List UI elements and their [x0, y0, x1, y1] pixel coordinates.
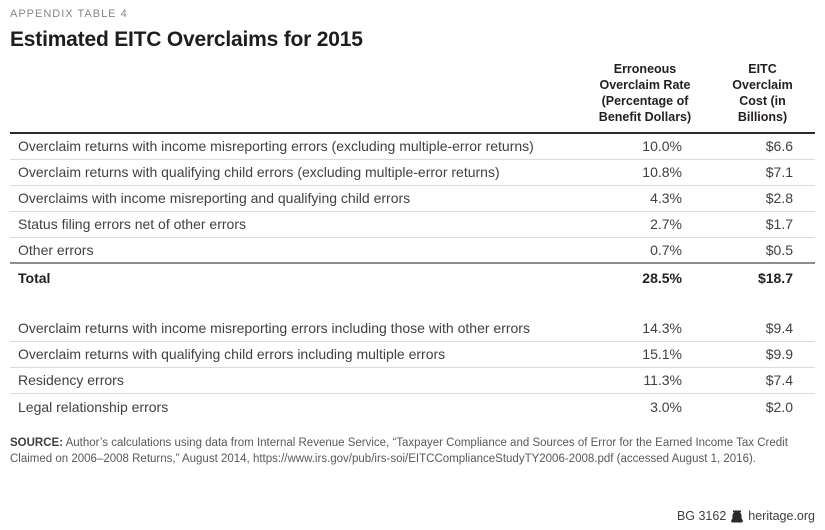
row-label: Legal relationship errors: [18, 398, 169, 415]
doc-id: BG 3162: [676, 509, 727, 523]
row-label: Other errors: [18, 241, 94, 258]
site-credit: heritage.org: [748, 509, 815, 523]
rate-value: 2.7%: [650, 216, 682, 233]
rate-value: 11.3%: [643, 372, 682, 389]
total-label: Total: [18, 270, 51, 287]
table-section-primary: Overclaim returns with income misreporti…: [10, 134, 815, 264]
liberty-bell-icon: [731, 510, 744, 523]
rate-value: 0.7%: [650, 241, 682, 258]
table-section-secondary: Overclaim returns with income misreporti…: [10, 316, 815, 420]
cost-value: $2.8: [765, 190, 793, 207]
table-row: Overclaim returns with qualifying child …: [10, 342, 815, 368]
rate-value: 15.1%: [642, 346, 682, 363]
row-label: Overclaims with income misreporting and …: [18, 190, 411, 207]
cost-value: $6.6: [765, 138, 793, 155]
table-row: Status filing errors net of other errors…: [10, 212, 815, 238]
cost-value: $0.5: [765, 241, 793, 258]
rate-value: 4.3%: [650, 190, 682, 207]
section-divider-gap: [10, 293, 815, 316]
table-row: Overclaim returns with qualifying child …: [10, 160, 815, 186]
cost-value: $9.4: [765, 320, 793, 337]
table-row: Residency errors 11.3% $7.4: [10, 368, 815, 394]
table-row: Overclaim returns with income misreporti…: [10, 134, 815, 160]
row-label: Overclaim returns with income misreporti…: [18, 138, 534, 155]
rate-value: 14.3%: [642, 320, 682, 337]
row-label: Overclaim returns with income misreporti…: [18, 320, 530, 337]
table-row: Other errors 0.7% $0.5: [10, 238, 815, 264]
source-note: SOURCE: Author’s calculations using data…: [10, 436, 812, 468]
rate-value: 3.0%: [650, 398, 682, 415]
page-title: Estimated EITC Overclaims for 2015: [10, 27, 363, 51]
table-eyebrow: APPENDIX TABLE 4: [10, 8, 128, 20]
row-label: Overclaim returns with qualifying child …: [18, 164, 500, 181]
row-label: Overclaim returns with qualifying child …: [18, 346, 446, 363]
row-label: Status filing errors net of other errors: [18, 216, 246, 233]
column-header-cost: EITC Overclaim Cost (in Billions): [732, 61, 793, 124]
rate-value: 10.8%: [642, 164, 682, 181]
table-row: Overclaims with income misreporting and …: [10, 186, 815, 212]
cost-value: $7.1: [765, 164, 793, 181]
rate-value: 10.0%: [642, 138, 682, 155]
table-header-row: Erroneous Overclaim Rate (Percentage of …: [10, 61, 815, 134]
cost-value: $7.4: [765, 372, 793, 389]
row-label: Residency errors: [18, 372, 124, 389]
document-footer: BG 3162 heritage.org: [677, 509, 815, 523]
table-row: Overclaim returns with income misreporti…: [10, 316, 815, 342]
column-header-rate: Erroneous Overclaim Rate (Percentage of …: [598, 61, 692, 124]
total-rate-value: 28.5%: [642, 270, 682, 287]
source-text: Author’s calculations using data from In…: [10, 436, 788, 465]
table-row: Legal relationship errors 3.0% $2.0: [10, 394, 815, 420]
cost-value: $2.0: [765, 398, 793, 415]
total-row: Total 28.5% $18.7: [10, 264, 815, 293]
cost-value: $1.7: [765, 216, 793, 233]
cost-value: $9.9: [765, 346, 793, 363]
total-cost-value: $18.7: [757, 270, 793, 287]
source-label: SOURCE:: [10, 436, 64, 449]
